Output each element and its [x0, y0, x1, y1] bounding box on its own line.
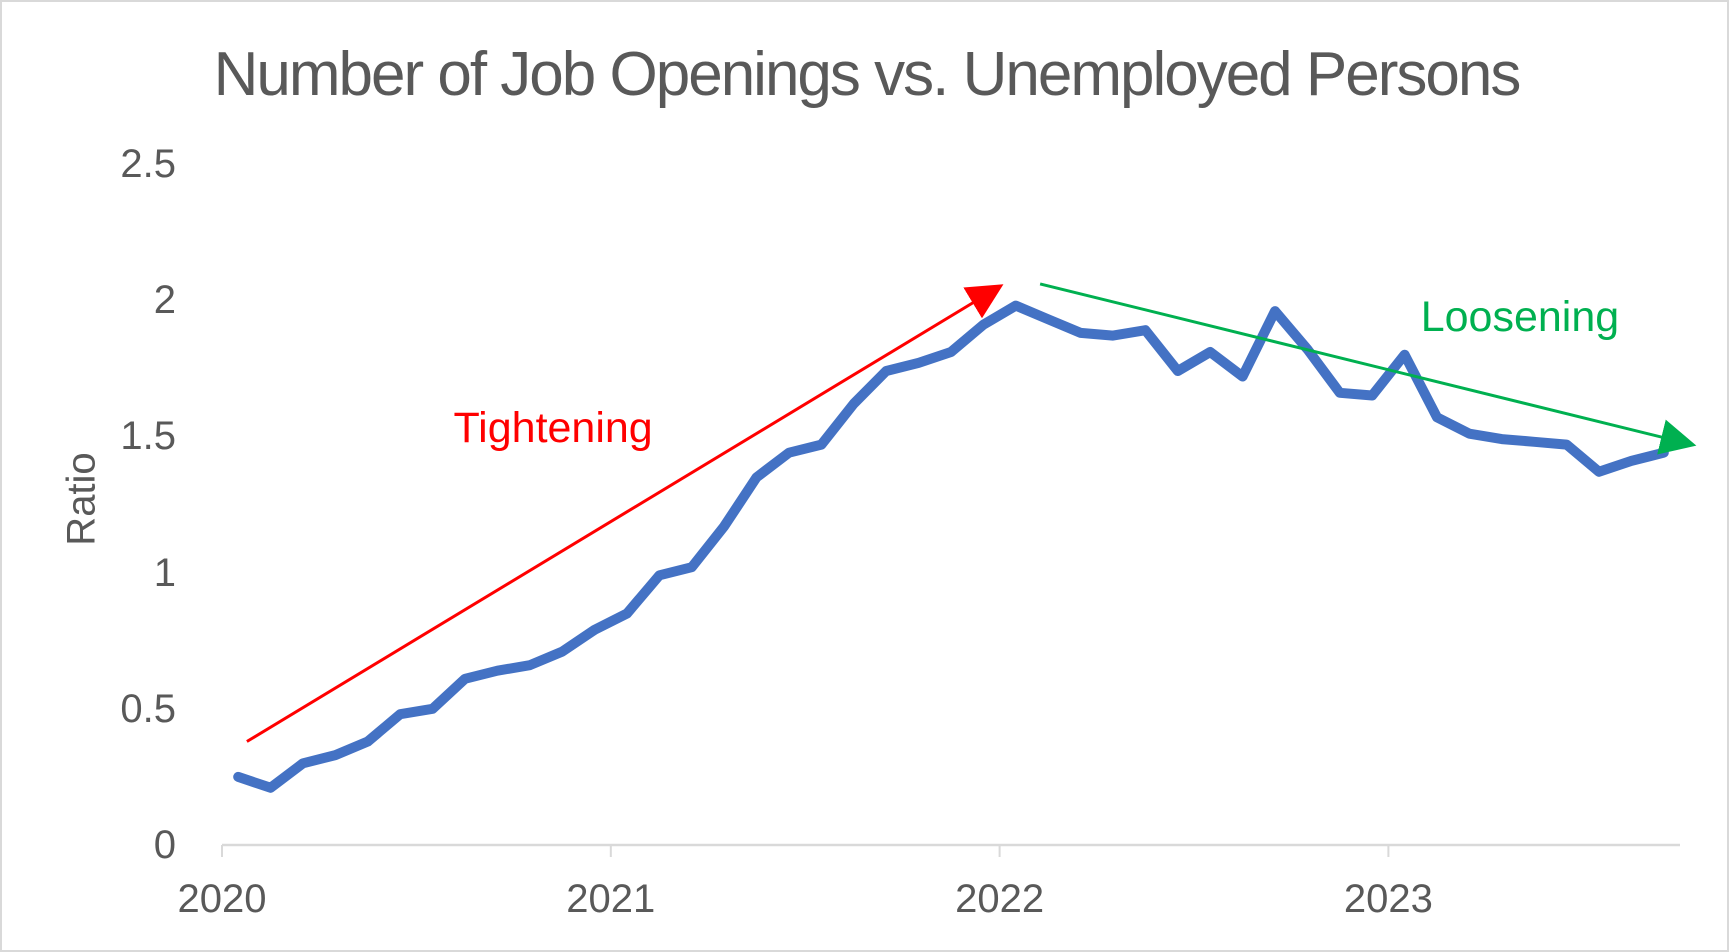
chart-title: Number of Job Openings vs. Unemployed Pe…	[213, 40, 1522, 109]
y-tick-label: 2.5	[120, 142, 176, 186]
tightening-label: Tightening	[453, 404, 653, 453]
y-tick-label: 0.5	[120, 686, 176, 731]
y-tick-label: 0	[153, 823, 176, 867]
y-tick-label: 1	[153, 550, 176, 595]
y-tick-label: 1.5	[120, 414, 176, 459]
tightening-arrow	[246, 284, 1004, 743]
loosening-label: Loosening	[1420, 292, 1620, 341]
data-line	[233, 300, 1669, 793]
loosening-arrow	[1039, 282, 1697, 455]
x-tick-label: 2020	[177, 877, 267, 921]
x-tick-label: 2022	[955, 877, 1045, 921]
y-axis-title: Ratio	[59, 452, 104, 546]
y-tick-label: 2	[153, 278, 176, 323]
x-tick-label: 2023	[1343, 877, 1433, 921]
x-tick-label: 2021	[566, 877, 656, 921]
